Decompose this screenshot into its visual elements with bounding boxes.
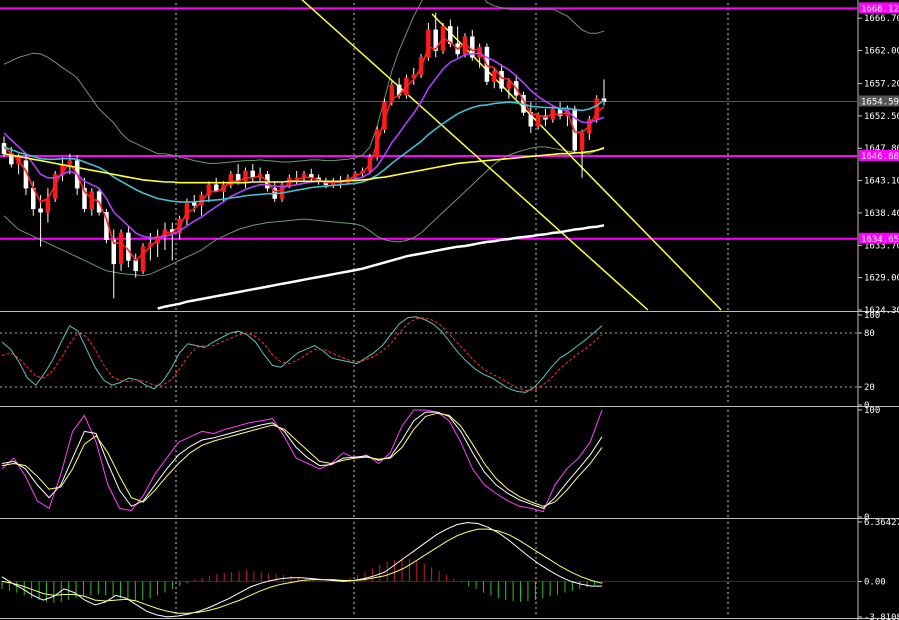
trend-line	[431, 13, 722, 311]
candle	[279, 181, 285, 202]
bear-candle-body	[111, 239, 117, 265]
price-tick-label: 1652.50	[864, 112, 899, 122]
bull-candle-body	[389, 84, 395, 103]
candle	[52, 170, 58, 202]
candle	[470, 29, 475, 61]
price-panel[interactable]	[0, 0, 858, 311]
moving-average-line	[3, 52, 605, 239]
moving-average-line	[157, 224, 605, 310]
bull-candle-body	[206, 184, 212, 196]
oscillator-panel-1[interactable]	[0, 316, 858, 393]
bull-candle-body	[52, 174, 58, 199]
price-tick-label: 1638.40	[864, 209, 899, 219]
stochastic-line	[1, 409, 603, 513]
bull-candle-body	[140, 246, 146, 272]
bear-candle-body	[126, 232, 131, 261]
stochastic-line	[1, 412, 603, 507]
macd-tick-label: -3.81086	[864, 613, 899, 620]
price-tick-label: 1647.80	[864, 144, 899, 154]
price-tick-label: 1624.30	[864, 306, 899, 316]
osc1-tick-label: 20	[864, 383, 875, 393]
bull-candle-body	[118, 232, 124, 265]
bear-candle-body	[499, 70, 504, 89]
bollinger-band-lower	[3, 146, 605, 277]
price-tick-label: 1657.20	[864, 80, 899, 90]
candle	[38, 195, 43, 247]
bull-candle-body	[491, 70, 497, 82]
candle	[118, 229, 124, 271]
bull-candle-body	[426, 29, 431, 58]
price-tag-box	[859, 232, 899, 244]
bear-candle-body	[133, 260, 138, 272]
bear-candle-body	[448, 26, 453, 44]
bull-candle-body	[579, 132, 585, 151]
osc1-tick-label: 100	[864, 311, 880, 321]
osc1-tick-label: 80	[864, 329, 875, 339]
price-tag-label: 1668.12	[861, 4, 899, 14]
bear-candle-body	[433, 29, 438, 51]
moving-average-line	[3, 37, 605, 262]
oscillator-line	[1, 316, 603, 393]
macd-panel[interactable]	[0, 522, 858, 618]
trend-line	[301, 0, 649, 311]
moving-average-line	[3, 99, 605, 203]
price-tag-label: 1654.59	[861, 98, 899, 108]
oscillator-panel-2[interactable]	[1, 409, 603, 513]
price-tag-label: 1646.68	[861, 152, 899, 162]
bollinger-band-upper	[3, 0, 605, 164]
bear-candle-body	[601, 98, 607, 102]
bull-candle-body	[243, 170, 248, 182]
bear-candle-body	[470, 36, 475, 58]
bull-candle-body	[89, 191, 95, 210]
candle	[426, 22, 431, 61]
macd-signal-line	[1, 522, 602, 618]
candle	[140, 243, 146, 275]
price-tick-label: 1662.00	[864, 46, 899, 56]
bull-candle-body	[228, 174, 234, 185]
candle	[82, 177, 87, 213]
price-tick-label: 1633.70	[864, 241, 899, 251]
price-tag-box	[859, 95, 899, 107]
bull-candle-body	[506, 81, 512, 89]
macd-tick-label: 6.36427	[864, 518, 899, 528]
price-axis: 1666.70 1662.00 1657.20 1652.50 1647.80 1643.…	[858, 2, 899, 620]
candle	[506, 78, 512, 99]
price-tick-label: 1629.00	[864, 274, 899, 284]
candle	[601, 79, 607, 106]
bull-candle-body	[279, 184, 285, 199]
bear-candle-body	[82, 187, 87, 210]
osc1-tick-label: 0	[864, 401, 869, 411]
candle	[491, 67, 497, 89]
price-tick-label: 1643.10	[864, 177, 899, 187]
bull-candle-body	[535, 115, 541, 127]
moving-average-line	[3, 147, 605, 184]
stochastic-line	[1, 411, 603, 509]
candle	[389, 81, 395, 106]
price-tag-label: 1634.65	[861, 235, 899, 245]
candle	[228, 170, 234, 189]
macd-signal-line	[1, 528, 603, 614]
bear-candle-body	[38, 208, 43, 213]
price-tag-box	[859, 149, 899, 161]
price-tick-label: 1666.70	[864, 14, 899, 24]
bull-candle-body	[45, 198, 51, 213]
price-tag-box	[859, 2, 899, 14]
osc2-tick-label: 0	[864, 513, 869, 523]
oscillator-line	[1, 317, 603, 392]
macd-tick-label: 0.00	[864, 577, 886, 587]
osc2-tick-label: 100	[864, 406, 880, 416]
candle	[126, 226, 131, 268]
